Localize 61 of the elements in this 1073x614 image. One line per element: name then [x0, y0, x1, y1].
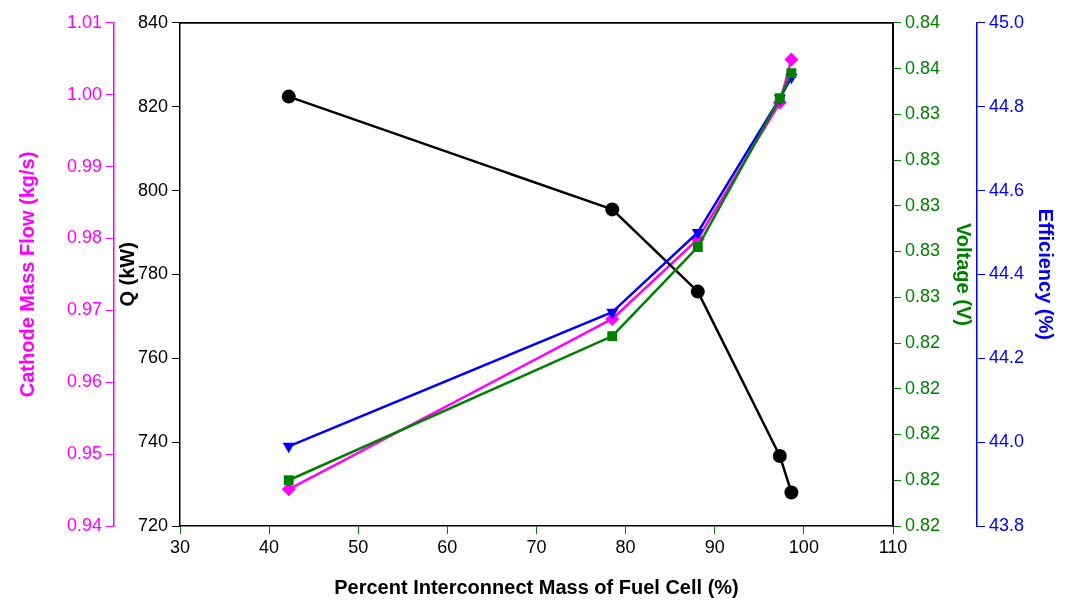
- y2-tick-label: 44.0: [989, 431, 1025, 452]
- point: [772, 448, 787, 463]
- y2-tick-label: 45.0: [989, 11, 1025, 32]
- y-tick-label: 0.83: [905, 149, 941, 170]
- y2-tick-label: 43.8: [989, 514, 1025, 535]
- point: [786, 68, 797, 79]
- point: [283, 475, 294, 486]
- point: [281, 89, 296, 104]
- x-tick-label: 110: [878, 536, 908, 557]
- x-tick-label: 60: [437, 536, 458, 557]
- y-tick-label: 800: [137, 179, 168, 200]
- y-tick-label: 840: [137, 11, 168, 32]
- y2-axis-title: Cathode Mass Flow (kg/s): [15, 151, 38, 398]
- y-tick-label: 0.82: [905, 331, 941, 352]
- x-tick-label: 50: [348, 536, 369, 557]
- y-tick-label: 820: [137, 95, 168, 116]
- y2-tick-label: 0.95: [66, 443, 102, 464]
- x-tick-label: 40: [259, 536, 280, 557]
- x-tick-label: 100: [788, 536, 819, 557]
- y-tick-label: 0.84: [905, 11, 941, 32]
- y2-tick-label: 44.2: [989, 347, 1025, 368]
- x-tick-label: 80: [615, 536, 636, 557]
- point: [691, 228, 704, 240]
- point: [690, 284, 705, 299]
- y2-tick-label: 0.96: [66, 371, 102, 392]
- point: [692, 242, 703, 252]
- point: [784, 52, 799, 67]
- y-tick-label: 0.83: [905, 240, 941, 261]
- y-axis-title: Voltage (V): [953, 222, 976, 326]
- y2-tick-label: 44.8: [989, 95, 1025, 116]
- y-tick-label: 720: [137, 514, 168, 535]
- y-tick-label: 780: [137, 263, 168, 284]
- y2-tick-label: 1.01: [66, 11, 102, 32]
- y2-tick-label: 44.6: [989, 179, 1025, 200]
- y2-tick-label: 44.4: [989, 263, 1025, 284]
- y2-axis-title: Efficiency (%): [1035, 208, 1058, 340]
- y-tick-label: 0.82: [905, 469, 941, 490]
- y-tick-label: 0.83: [905, 194, 941, 215]
- point: [607, 331, 618, 342]
- x-tick-label: 90: [704, 536, 725, 557]
- y-tick-label: 0.83: [905, 286, 941, 307]
- y-axis-title: Q (kW): [115, 242, 138, 307]
- y-tick-label: 0.83: [905, 103, 941, 124]
- point: [784, 485, 799, 500]
- point: [282, 442, 295, 454]
- point: [606, 308, 619, 320]
- y-tick-label: 0.82: [905, 514, 941, 535]
- y2-tick-label: 0.99: [66, 155, 102, 176]
- x-axis-title: Percent Interconnect Mass of Fuel Cell (%): [334, 575, 739, 598]
- y2-tick-label: 0.98: [66, 227, 102, 248]
- x-tick-label: 30: [169, 536, 191, 557]
- y-tick-label: 740: [137, 431, 168, 452]
- point: [605, 202, 620, 217]
- y-tick-label: 0.82: [905, 423, 941, 444]
- x-tick-label: 70: [526, 536, 547, 557]
- y-tick-label: 0.84: [905, 57, 941, 78]
- y2-tick-label: 0.97: [66, 299, 102, 320]
- y2-tick-label: 0.94: [66, 514, 102, 535]
- y-tick-label: 0.82: [905, 377, 941, 398]
- y-tick-label: 760: [137, 347, 168, 368]
- y2-tick-label: 1.00: [66, 83, 102, 104]
